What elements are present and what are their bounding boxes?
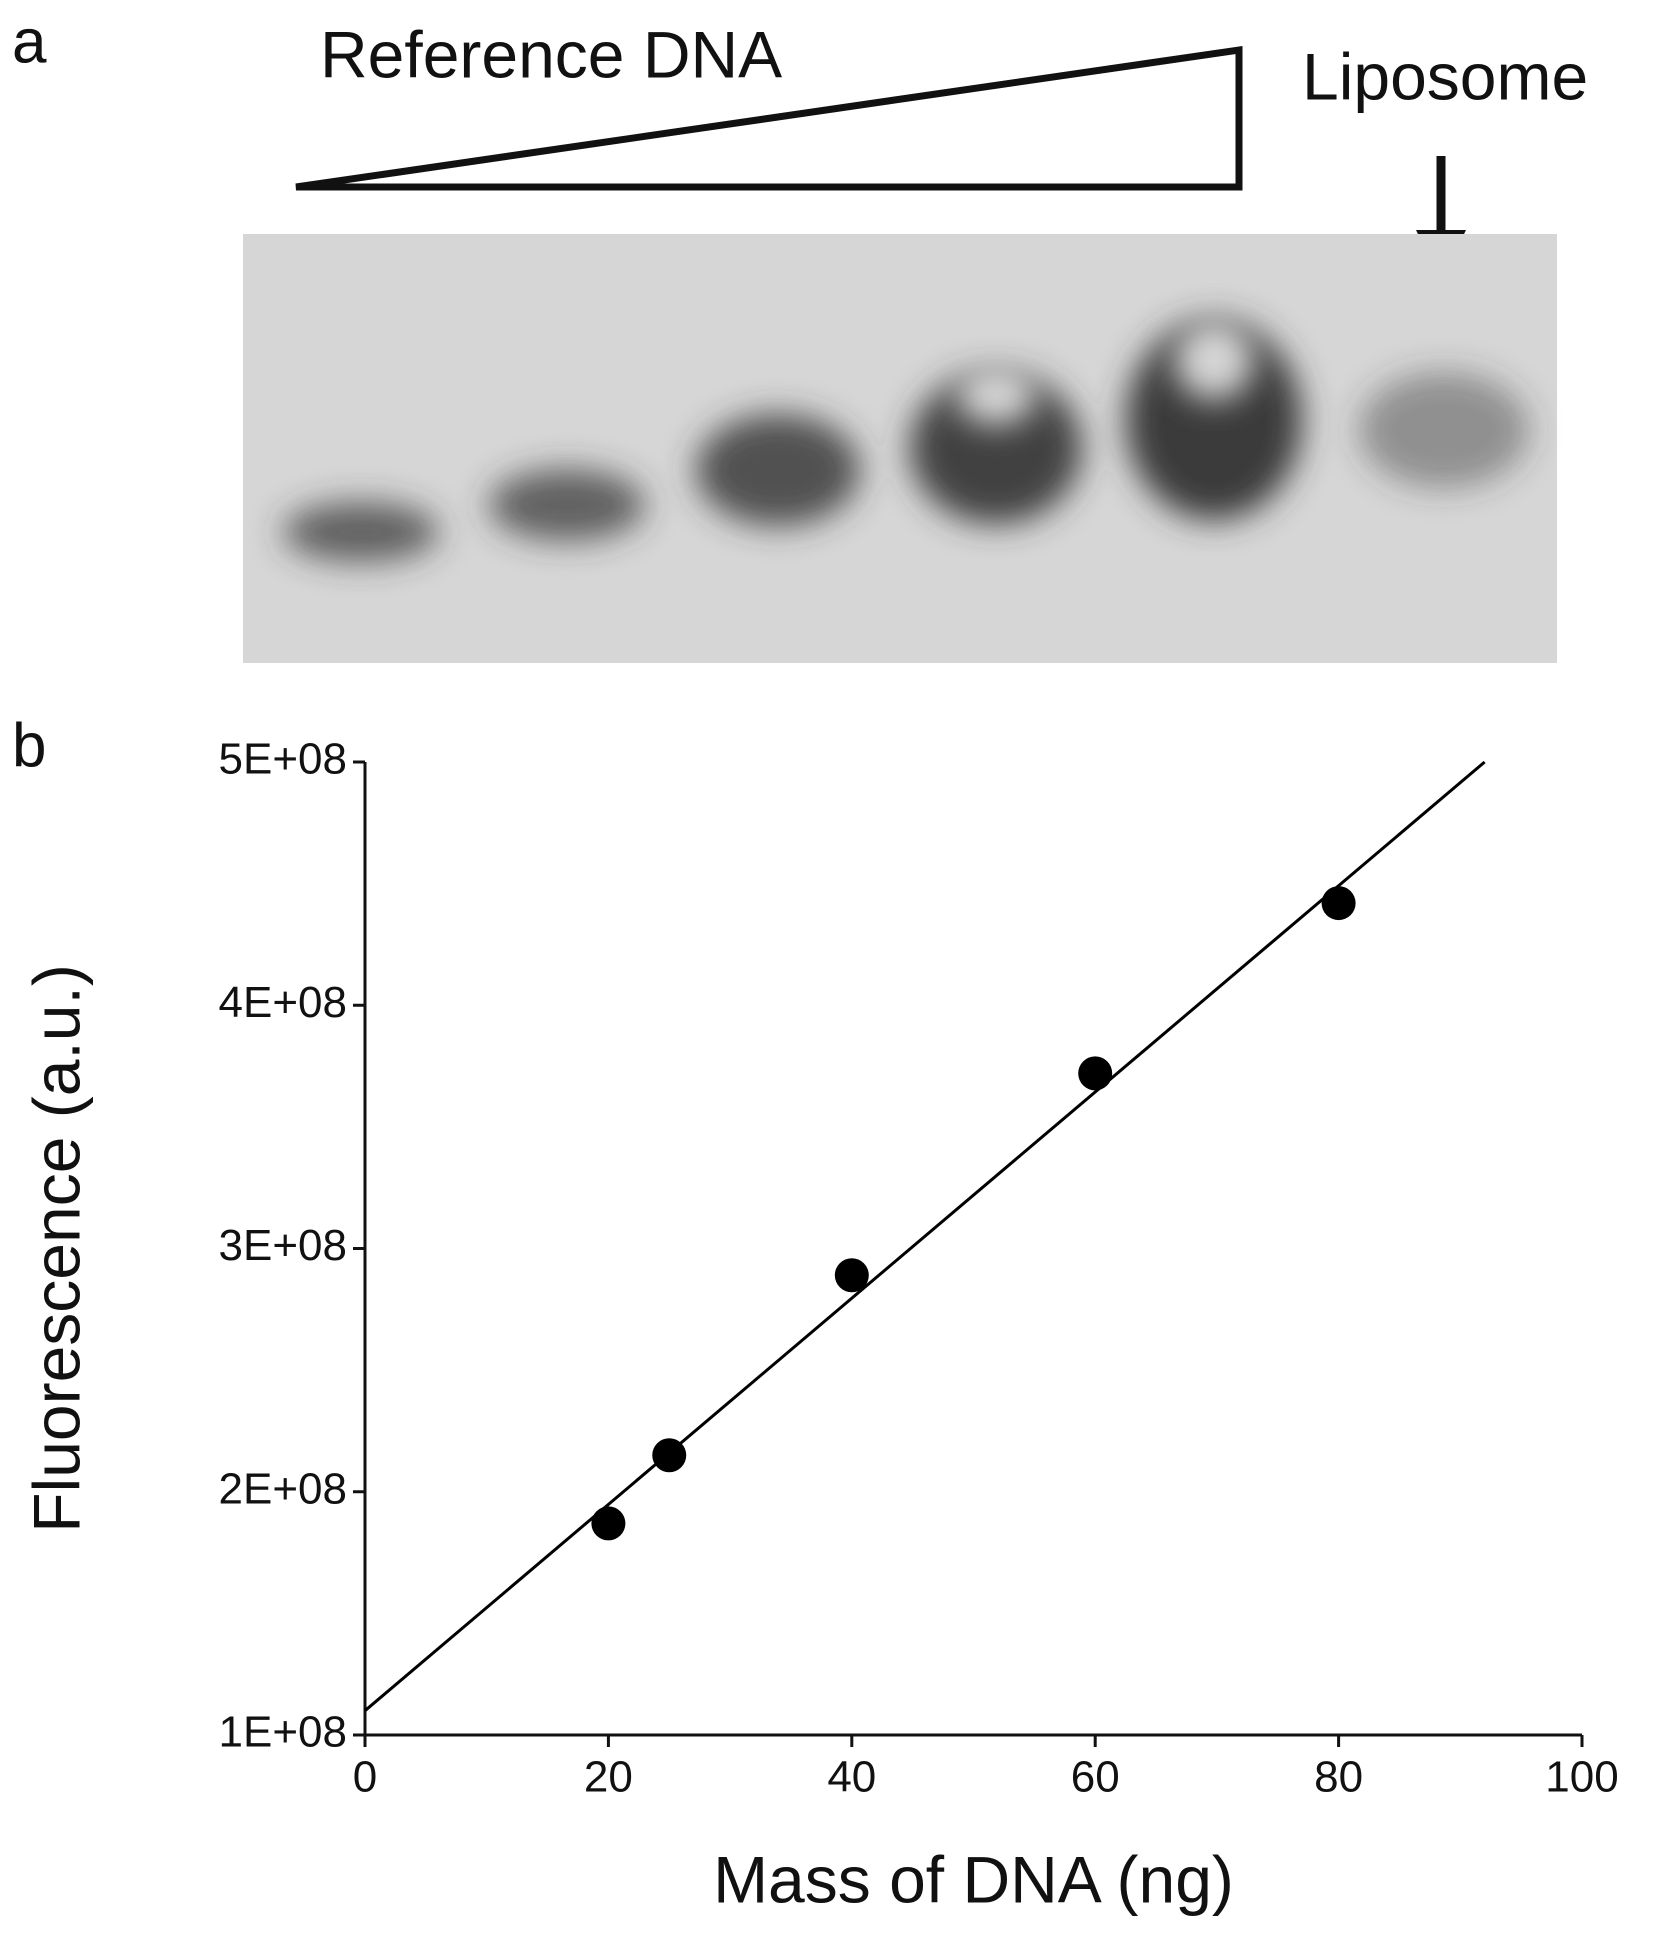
data-point [591,1506,626,1541]
y-tick-label: 4E+08 [219,978,347,1027]
x-axis-label: Mass of DNA (ng) [713,1842,1234,1916]
x-tick-label: 80 [1314,1753,1363,1802]
x-tick-label: 100 [1545,1753,1618,1802]
panel-label: a [12,7,47,76]
arrow-label: Liposome [1302,39,1588,113]
data-point [834,1258,869,1293]
y-tick-label: 2E+08 [219,1464,347,1513]
gel-image [243,234,1557,663]
x-tick-label: 20 [584,1753,633,1802]
x-tick-label: 0 [353,1753,377,1802]
ramp-label: Reference DNA [320,17,782,91]
data-point [1321,886,1356,921]
y-tick-label: 5E+08 [219,735,347,784]
data-point [1078,1056,1113,1091]
ramp-triangle [295,45,1243,191]
y-tick-label: 1E+08 [219,1708,347,1757]
x-tick-label: 60 [1071,1753,1120,1802]
x-tick-label: 40 [827,1753,876,1802]
fit-line [364,760,1486,1712]
y-axis-label: Fluorescence (a.u.) [19,964,93,1533]
panel-label: b [12,711,46,780]
y-tick-label: 3E+08 [219,1221,347,1270]
plot: 1E+08 2E+08 3E+08 4E+08 5E+08 0 20 40 60 80 100 Mas… [19,735,1618,1917]
